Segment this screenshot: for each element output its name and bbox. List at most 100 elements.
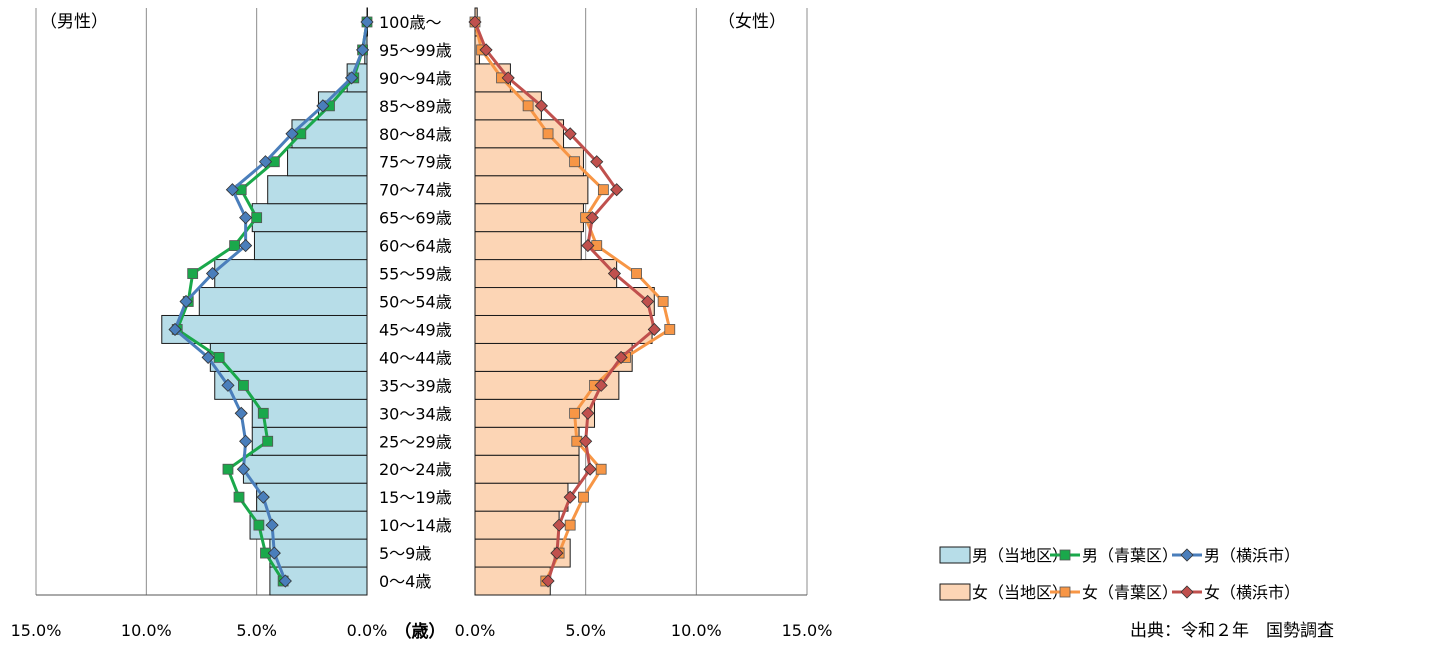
square-marker (251, 212, 263, 224)
age-group-label: 25〜29歳 (379, 432, 452, 451)
x-tick-label-female: 15.0% (782, 621, 833, 640)
age-group-label: 30〜34歳 (379, 404, 452, 423)
diamond-marker (581, 406, 595, 420)
x-tick-label-male: 15.0% (11, 621, 62, 640)
square-marker (213, 352, 225, 363)
female-bar (474, 175, 589, 205)
male-bar (251, 398, 368, 428)
square-marker (233, 491, 245, 503)
age-group-label: 15〜19歳 (379, 488, 452, 507)
female-bar (474, 426, 580, 456)
diamond-marker (610, 183, 624, 197)
female-bar (474, 259, 618, 289)
male-bar (251, 426, 368, 456)
male-bar (256, 482, 368, 512)
x-tick-label-female: 0.0% (455, 621, 496, 640)
female-bar (474, 314, 653, 344)
male-bar (267, 175, 368, 205)
diamond-marker (583, 462, 597, 476)
age-group-label: 65〜69歳 (379, 209, 452, 228)
legend-label: 男（横浜市） (1204, 546, 1300, 565)
male-bar (251, 203, 368, 233)
diamond-marker (541, 574, 555, 588)
square-marker (229, 240, 241, 251)
diamond-marker (581, 239, 595, 253)
age-group-label: 70〜74歳 (379, 181, 452, 200)
legend-label: 男（当地区） (972, 546, 1068, 565)
male-bar (287, 147, 368, 177)
age-group-label: 10〜14歳 (379, 516, 452, 535)
legend-diamond-marker (1180, 585, 1194, 599)
diamond-marker (563, 490, 577, 504)
square-marker (595, 463, 607, 475)
x-tick-label-male: 10.0% (121, 621, 172, 640)
diamond-marker (205, 266, 220, 281)
age-group-label: 35〜39歳 (379, 376, 452, 395)
diamond-marker (647, 322, 661, 337)
male-bar (161, 314, 368, 344)
diamond-marker (225, 183, 239, 197)
age-group-label: 75〜79歳 (379, 153, 452, 172)
square-marker (222, 463, 234, 475)
male-bar (214, 370, 368, 400)
age-group-label: 95〜99歳 (379, 41, 452, 60)
square-marker (253, 519, 265, 531)
diamond-marker (234, 406, 248, 420)
source-note: 出典：令和２年 国勢調査 (1130, 621, 1334, 641)
square-marker (187, 268, 199, 279)
diamond-marker (563, 127, 577, 141)
diamond-marker (179, 294, 193, 309)
age-group-label: 40〜44歳 (379, 348, 452, 367)
diamond-marker (236, 462, 250, 476)
diamond-marker (316, 99, 330, 113)
diamond-marker (590, 155, 604, 169)
legend-bar-swatch (939, 546, 971, 564)
diamond-marker (550, 546, 564, 560)
male-side-label: （男性） (40, 12, 108, 32)
age-group-label: 85〜89歳 (379, 97, 452, 116)
age-group-label: 5〜9歳 (379, 544, 431, 563)
male-bar (209, 342, 368, 372)
square-marker (564, 519, 576, 531)
legend-label: 男（青葉区） (1082, 546, 1178, 565)
age-group-label: 80〜84歳 (379, 125, 452, 144)
legend-label: 女（横浜市） (1204, 583, 1300, 602)
diamond-marker (285, 127, 299, 141)
diamond-marker (534, 99, 548, 113)
diamond-marker (579, 434, 593, 448)
square-marker (578, 491, 589, 503)
male-bar (198, 287, 368, 316)
square-marker (542, 128, 554, 140)
diamond-marker (552, 518, 566, 532)
diamond-marker (239, 211, 253, 225)
age-group-label: 55〜59歳 (379, 265, 452, 284)
x-tick-label-female: 5.0% (565, 621, 606, 640)
square-marker (257, 407, 269, 419)
diamond-marker (201, 350, 215, 364)
legend-bar-swatch (939, 583, 971, 601)
diamond-marker (356, 43, 370, 57)
square-marker (631, 268, 642, 279)
center-axis-label: （歳） (395, 621, 446, 642)
diamond-marker (594, 378, 608, 392)
female-bar (474, 566, 551, 596)
diamond-marker (468, 15, 482, 29)
male-bar (242, 454, 368, 484)
female-bar (474, 342, 633, 372)
diamond-marker (607, 266, 622, 281)
diamond-marker (585, 211, 599, 225)
male-bar (269, 538, 368, 568)
diamond-marker (256, 490, 270, 504)
diamond-marker (479, 43, 493, 57)
age-group-label: 100歳〜 (379, 13, 442, 32)
diamond-marker (360, 15, 374, 29)
diamond-marker (258, 155, 273, 169)
legend-square-marker (1059, 549, 1071, 561)
female-bar (474, 119, 565, 149)
legend: 男（当地区） 男（青葉区） 男（横浜市） 女（当地区） 女（青葉区） 女（横浜市） (939, 546, 1300, 602)
female-bar (474, 510, 560, 540)
diamond-marker (344, 71, 359, 85)
legend-label: 女（青葉区） (1082, 583, 1178, 602)
